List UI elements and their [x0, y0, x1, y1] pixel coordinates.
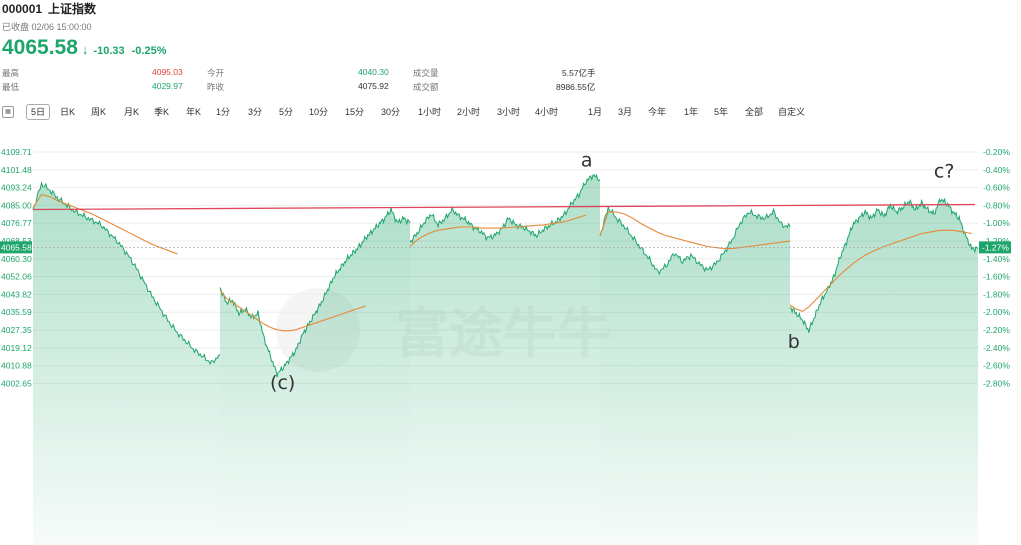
stat-value-low: 4029.97 [152, 81, 183, 91]
wave-annotation-4: (c) [270, 372, 295, 394]
tab-17[interactable]: 1月 [588, 107, 603, 117]
y-axis-left-label: 4109.71 [1, 147, 32, 157]
y-axis-left-label: 4076.77 [1, 218, 32, 228]
wave-annotation-1: a [581, 150, 593, 172]
avg-line-day-1 [32, 193, 178, 255]
stat-label-volume: 成交量 [413, 68, 439, 78]
price-line-day-3 [409, 173, 601, 244]
tab-19[interactable]: 今年 [648, 107, 667, 117]
tab-7[interactable]: 1分 [216, 107, 231, 117]
y-axis-right-label: -0.20% [983, 147, 1010, 157]
price-line-day-5 [789, 197, 979, 333]
tab-1[interactable]: 5日 [26, 104, 51, 120]
tab-3[interactable]: 周K [91, 107, 107, 117]
stat-label-open: 今开 [207, 68, 225, 78]
stat-value-open: 4040.30 [358, 67, 389, 77]
price-area-day-1 [33, 182, 220, 545]
price-row: 4065.58 ↓ -10.33 -0.25% [2, 36, 173, 60]
price-area-day-3 [410, 174, 600, 545]
wave-annotation-3: b [788, 331, 800, 353]
current-pct-tag [979, 241, 1011, 254]
y-axis-right-label: -2.80% [983, 378, 1010, 388]
y-axis-right-label: -2.20% [983, 325, 1010, 335]
y-axis-left-label: 4093.24 [1, 183, 32, 193]
avg-line-day-4 [599, 211, 791, 250]
current-price-tag [0, 241, 32, 254]
y-axis-right-label: -1.40% [983, 254, 1010, 264]
stat-value-high: 4095.03 [152, 67, 183, 77]
wave-annotation-2: c? [934, 160, 955, 182]
y-axis-left-label: 4035.59 [1, 307, 32, 317]
y-axis-right-label: -0.60% [983, 183, 1010, 193]
calendar-icon[interactable]: ▦ [2, 106, 14, 118]
tab-18[interactable]: 3月 [618, 107, 633, 117]
y-axis-right-label: -2.40% [983, 343, 1010, 353]
price-change: -10.33 [93, 45, 125, 57]
y-axis-right-label: -1.20% [983, 236, 1010, 246]
y-axis-left-label: 4010.88 [1, 361, 32, 371]
tab-6[interactable]: 年K [186, 107, 202, 117]
tab-21[interactable]: 5年 [714, 107, 729, 117]
current-pct-tag-label: -1.27% [982, 242, 1009, 252]
y-axis-left-label: 4027.35 [1, 325, 32, 335]
y-axis-right-label: -2.00% [983, 307, 1010, 317]
stock-title: 000001 上证指数 [2, 0, 102, 17]
tab-16[interactable]: 4小时 [535, 107, 559, 117]
price-area-day-2 [220, 207, 410, 545]
avg-line-day-2 [219, 289, 366, 332]
y-axis-left-label: 4085.00 [1, 200, 32, 210]
tab-12[interactable]: 30分 [381, 107, 401, 117]
y-axis-left-label: 4043.82 [1, 289, 32, 299]
tab-4[interactable]: 月K [124, 107, 140, 117]
price-line-day-2 [219, 207, 411, 378]
y-axis-left-label: 4002.65 [1, 378, 32, 388]
avg-line-day-3 [409, 214, 587, 247]
stat-value-turnover: 8986.55亿 [556, 82, 596, 92]
stat-label-low: 最低 [2, 82, 20, 92]
resistance-line [32, 203, 976, 211]
tab-20[interactable]: 1年 [684, 107, 699, 117]
market-status: 已收盘 02/06 15:00:00 [2, 22, 92, 32]
stat-label-turnover: 成交额 [413, 82, 439, 92]
tab-11[interactable]: 15分 [345, 107, 365, 117]
y-axis-right-label: -1.80% [983, 289, 1010, 299]
stat-value-volume: 5.57亿手 [562, 68, 596, 78]
y-axis-right-label: -0.40% [983, 165, 1010, 175]
y-axis-left-label: 4101.48 [1, 165, 32, 175]
price-area-day-5 [790, 199, 978, 545]
current-price-tag-label: 4065.58 [1, 242, 32, 252]
price-change-pct: -0.25% [131, 45, 167, 57]
tab-2[interactable]: 日K [60, 107, 76, 117]
y-axis-right-label: -2.60% [983, 361, 1010, 371]
avg-line-day-5 [789, 229, 972, 312]
tab-13[interactable]: 1小时 [418, 107, 442, 117]
y-axis-left-label: 4060.30 [1, 254, 32, 264]
current-price: 4065.58 [2, 36, 78, 59]
y-axis-right-label: -0.80% [983, 200, 1010, 210]
y-axis-left-label: 4068.53 [1, 236, 32, 246]
y-axis-left-label: 4052.06 [1, 272, 32, 282]
stat-label-prev-close: 昨收 [207, 82, 225, 92]
price-area-day-4 [600, 206, 790, 545]
y-axis-right-label: -1.60% [983, 272, 1010, 282]
tab-15[interactable]: 3小时 [497, 107, 521, 117]
tab-23[interactable]: 自定义 [778, 107, 806, 117]
tab-8[interactable]: 3分 [248, 107, 263, 117]
stock-code: 000001 [2, 2, 43, 16]
tab-10[interactable]: 10分 [309, 107, 329, 117]
arrow-down-icon: ↓ [81, 42, 89, 57]
stat-value-prev-close: 4075.92 [358, 81, 389, 91]
price-line-day-4 [599, 206, 791, 276]
tab-22[interactable]: 全部 [745, 107, 764, 117]
tab-9[interactable]: 5分 [279, 107, 294, 117]
stat-label-high: 最高 [2, 68, 20, 78]
tab-5[interactable]: 季K [154, 107, 170, 117]
y-axis-left-label: 4019.12 [1, 343, 32, 353]
y-axis-right-label: -1.00% [983, 218, 1010, 228]
stock-name: 上证指数 [48, 2, 97, 16]
tab-14[interactable]: 2小时 [457, 107, 481, 117]
